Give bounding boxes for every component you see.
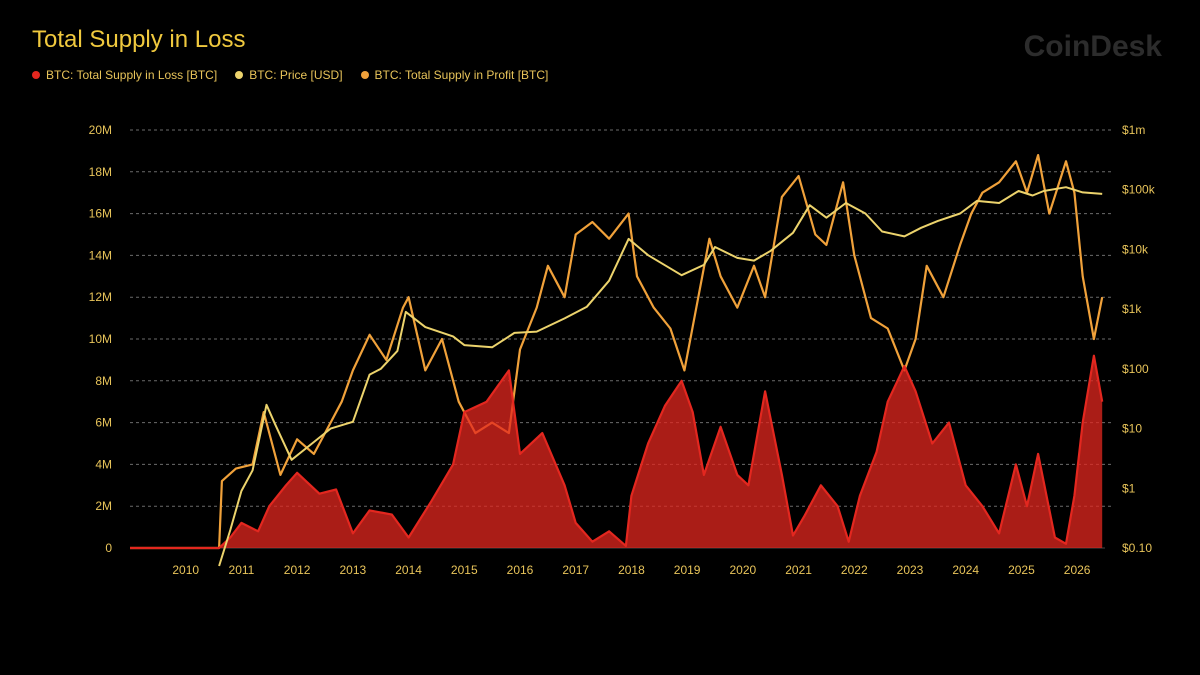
chart-title: Total Supply in Loss: [32, 26, 246, 53]
y-right-tick-label: $1: [1122, 481, 1136, 495]
y-left-tick-label: 6M: [95, 416, 112, 430]
y-right-tick-label: $1m: [1122, 123, 1145, 137]
x-tick-label: 2011: [229, 563, 255, 577]
x-tick-label: 2017: [562, 563, 589, 577]
y-left-tick-label: 12M: [89, 290, 112, 304]
x-tick-label: 2019: [674, 563, 701, 577]
x-tick-label: 2010: [172, 563, 199, 577]
y-left-tick-label: 14M: [89, 248, 112, 262]
x-tick-label: 2022: [841, 563, 868, 577]
legend-swatch-supply-in-loss: [32, 71, 40, 79]
y-left-tick-label: 0: [105, 541, 112, 555]
x-tick-label: 2021: [785, 563, 812, 577]
legend-label-supply-in-profit: BTC: Total Supply in Profit [BTC]: [374, 68, 549, 82]
series-line-btc-price-usd: [218, 186, 1103, 567]
y-right-tick-label: $100: [1122, 362, 1149, 376]
y-left-tick-label: 8M: [95, 374, 112, 388]
series-line-btc-total-supply-in-profit-btc: [130, 154, 1104, 550]
legend-item-supply-in-profit: BTC: Total Supply in Profit [BTC]: [360, 68, 549, 82]
x-tick-label: 2020: [730, 563, 757, 577]
y-right-tick-label: $10k: [1122, 242, 1149, 256]
x-tick-label: 2018: [618, 563, 645, 577]
legend-label-price: BTC: Price [USD]: [249, 68, 343, 82]
legend-item-supply-in-loss: BTC: Total Supply in Loss [BTC]: [32, 68, 217, 82]
x-tick-label: 2012: [284, 563, 311, 577]
x-tick-label: 2026: [1064, 563, 1091, 577]
y-left-tick-label: 4M: [95, 457, 112, 471]
y-right-tick-label: $100k: [1122, 183, 1156, 197]
y-left-tick-label: 10M: [89, 332, 112, 346]
series-line-btc-total-supply-in-loss-btc: [130, 354, 1104, 550]
legend-swatch-price: [235, 71, 244, 79]
x-tick-label: 2024: [952, 563, 979, 577]
x-tick-label: 2013: [340, 563, 367, 577]
y-left-tick-label: 16M: [89, 207, 112, 221]
y-left-tick-label: 20M: [89, 123, 112, 137]
legend-label-supply-in-loss: BTC: Total Supply in Loss [BTC]: [46, 68, 218, 82]
y-left-tick-label: 18M: [89, 165, 112, 179]
x-tick-label: 2025: [1008, 563, 1035, 577]
y-right-tick-label: $0.10: [1122, 541, 1152, 555]
x-tick-label: 2016: [507, 563, 534, 577]
y-right-tick-label: $10: [1122, 422, 1142, 436]
legend-item-price: BTC: Price [USD]: [235, 68, 343, 82]
chart-legend: BTC: Total Supply in Loss [BTC] BTC: Pri…: [32, 68, 548, 82]
x-tick-label: 2023: [897, 563, 924, 577]
axis-layer: 0 2M 4M 6M 8M 10M 12M 14M 16M 18M 20M $0.10 $1 $10 $10…: [89, 123, 1156, 577]
series-layer: [130, 154, 1104, 567]
x-tick-label: 2015: [451, 563, 478, 577]
y-left-tick-label: 2M: [95, 499, 112, 513]
y-right-tick-label: $1k: [1122, 302, 1142, 316]
legend-swatch-supply-in-profit: [360, 71, 369, 79]
brand-watermark: CoinDesk: [1023, 30, 1162, 63]
x-tick-label: 2014: [395, 563, 422, 577]
